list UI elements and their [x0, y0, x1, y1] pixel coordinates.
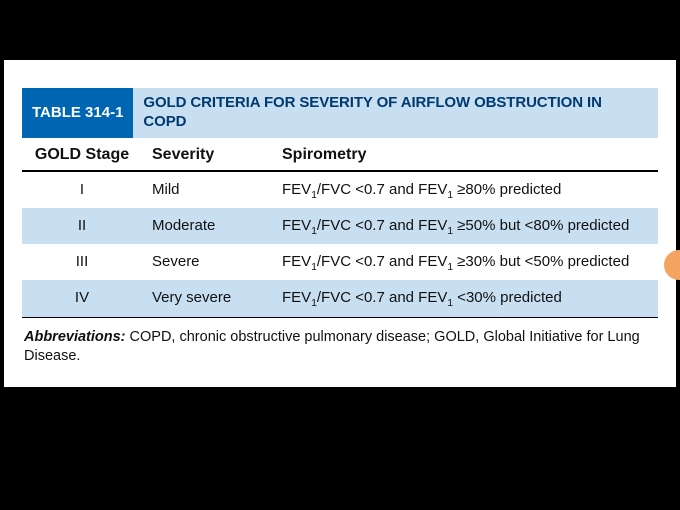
abbreviations-label: Abbreviations:: [24, 329, 126, 345]
table-number-badge: TABLE 314-1: [22, 88, 133, 138]
cell-severity: Very severe: [142, 280, 272, 316]
table-header-row: GOLD Stage Severity Spirometry: [22, 138, 658, 171]
cell-severity: Severe: [142, 244, 272, 280]
abbreviations-line: Abbreviations: COPD, chronic obstructive…: [22, 317, 658, 367]
cell-spirometry: FEV1/FVC <0.7 and FEV1 ≥50% but <80% pre…: [272, 208, 658, 244]
cell-stage: II: [22, 208, 142, 244]
table-row: I Mild FEV1/FVC <0.7 and FEV1 ≥80% predi…: [22, 171, 658, 208]
table-row: IV Very severe FEV1/FVC <0.7 and FEV1 <3…: [22, 280, 658, 316]
cell-stage: IV: [22, 280, 142, 316]
table-title-row: TABLE 314-1 GOLD CRITERIA FOR SEVERITY O…: [22, 88, 658, 138]
col-header-spirometry: Spirometry: [272, 138, 658, 171]
cell-stage: I: [22, 171, 142, 208]
gold-criteria-table: GOLD Stage Severity Spirometry I Mild FE…: [22, 138, 658, 317]
col-header-stage: GOLD Stage: [22, 138, 142, 171]
table-container: TABLE 314-1 GOLD CRITERIA FOR SEVERITY O…: [22, 88, 658, 367]
table-row: II Moderate FEV1/FVC <0.7 and FEV1 ≥50% …: [22, 208, 658, 244]
cell-stage: III: [22, 244, 142, 280]
cell-spirometry: FEV1/FVC <0.7 and FEV1 ≥80% predicted: [272, 171, 658, 208]
cell-spirometry: FEV1/FVC <0.7 and FEV1 ≥30% but <50% pre…: [272, 244, 658, 280]
col-header-severity: Severity: [142, 138, 272, 171]
cell-severity: Mild: [142, 171, 272, 208]
table-row: III Severe FEV1/FVC <0.7 and FEV1 ≥30% b…: [22, 244, 658, 280]
cell-spirometry: FEV1/FVC <0.7 and FEV1 <30% predicted: [272, 280, 658, 316]
content-panel: TABLE 314-1 GOLD CRITERIA FOR SEVERITY O…: [4, 60, 676, 387]
table-title: GOLD CRITERIA FOR SEVERITY OF AIRFLOW OB…: [133, 88, 658, 138]
cell-severity: Moderate: [142, 208, 272, 244]
